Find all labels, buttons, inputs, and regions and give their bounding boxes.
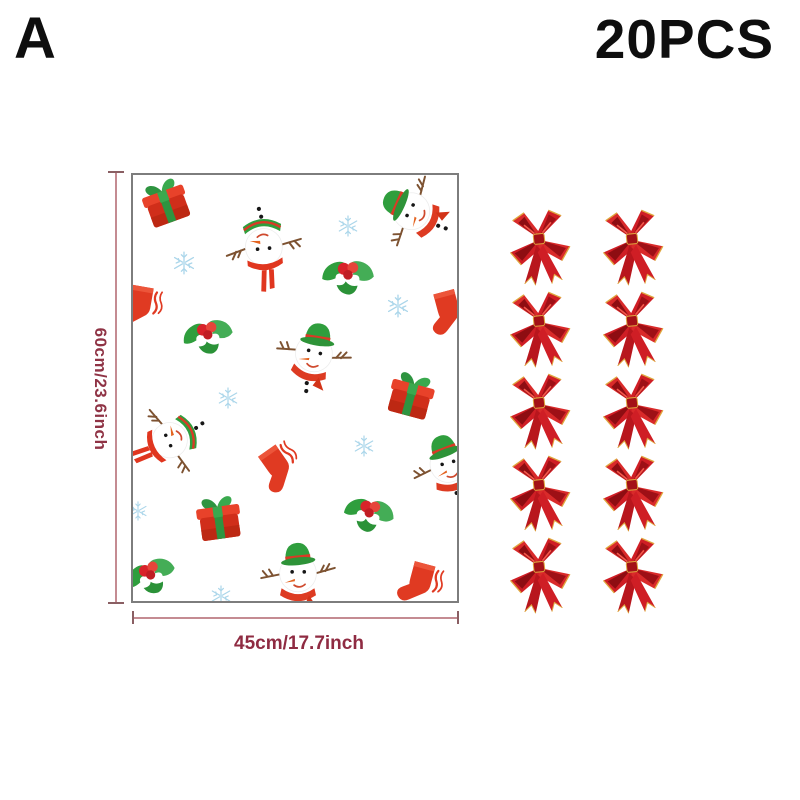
height-dimension-line: [115, 172, 117, 603]
width-dimension-tick-right: [457, 611, 459, 624]
stocking-icon: [242, 429, 320, 507]
height-dimension-tick-bottom: [108, 602, 124, 604]
snowman-icon: [253, 528, 343, 603]
stocking-icon: [417, 279, 459, 348]
count-label: 20PCS: [594, 8, 774, 70]
holly-icon: [318, 246, 378, 306]
gift-bow-icon: [590, 370, 676, 454]
gift-bow-icon: [590, 534, 676, 618]
holly-icon: [131, 539, 188, 603]
gift-icon: [184, 484, 254, 554]
holly-icon: [174, 302, 241, 369]
holly-icon: [335, 480, 402, 547]
wrapping-sheet: [131, 173, 459, 603]
snowflake-icon: [131, 500, 149, 522]
gift-bow-icon: [590, 206, 676, 290]
variant-label: A: [14, 6, 56, 71]
gift-bow-icon: [497, 452, 583, 536]
snowflake-icon: [216, 386, 240, 410]
width-dimension-label: 45cm/17.7inch: [234, 633, 364, 654]
snowflake-icon: [352, 434, 376, 458]
snowman-icon: [131, 383, 226, 500]
snowflake-icon: [385, 293, 411, 319]
gift-bow-icon: [497, 370, 583, 454]
stocking-icon: [387, 552, 456, 603]
gift-bow-icon: [497, 206, 583, 290]
gift-bow-icon: [497, 288, 583, 372]
gift-bow-icon: [590, 452, 676, 536]
height-dimension-label: 60cm/23.6inch: [91, 327, 110, 451]
snowflake-icon: [209, 584, 233, 603]
stocking-icon: [131, 277, 173, 342]
height-dimension-tick-top: [108, 171, 124, 173]
snowman-icon: [259, 298, 369, 408]
gift-icon: [131, 173, 206, 243]
snowflake-icon: [171, 250, 197, 276]
gift-bow-icon: [590, 288, 676, 372]
gift-bow-icon: [497, 534, 583, 618]
width-dimension-tick-left: [132, 611, 134, 624]
snowman-icon: [214, 199, 314, 299]
bows-grid: [501, 210, 672, 614]
width-dimension-line: [133, 617, 458, 619]
